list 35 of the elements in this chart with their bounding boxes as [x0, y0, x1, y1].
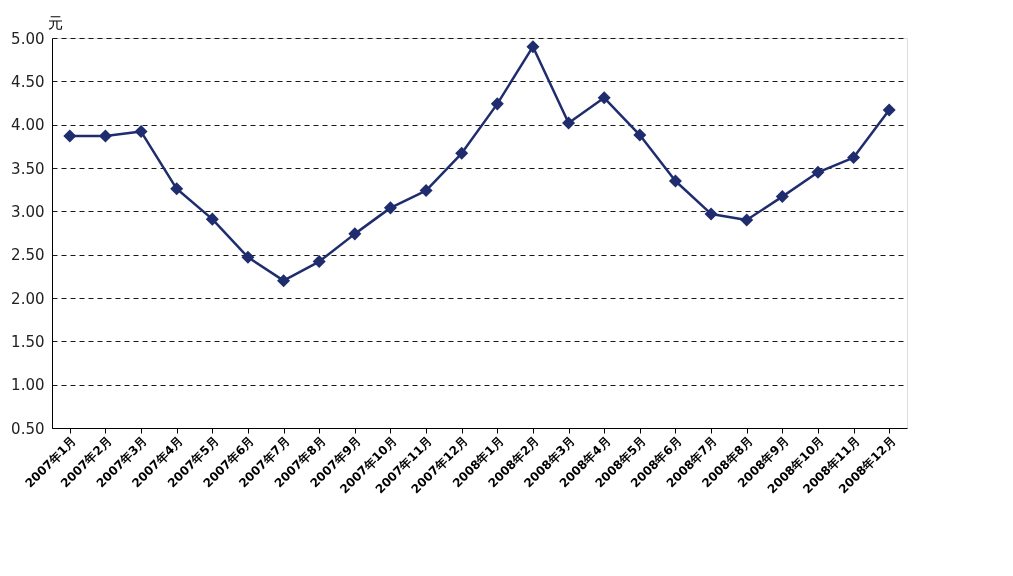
- y-tick-label: 2.00: [11, 289, 45, 308]
- point: [775, 190, 789, 204]
- point: [704, 207, 718, 221]
- point: [241, 250, 255, 264]
- y-tick-label: 3.00: [11, 202, 45, 221]
- point: [170, 182, 184, 196]
- point: [63, 129, 77, 143]
- point: [740, 213, 754, 227]
- point: [277, 274, 291, 288]
- y-tick-label: 1.50: [11, 332, 45, 351]
- y-tick-label: 1.00: [11, 376, 45, 395]
- point: [847, 151, 861, 165]
- point: [312, 255, 326, 269]
- y-tick-label: 3.50: [11, 159, 45, 178]
- point: [811, 165, 825, 179]
- point: [490, 97, 504, 111]
- point: [205, 212, 219, 226]
- point: [526, 40, 540, 54]
- y-tick-label: 0.50: [11, 419, 45, 438]
- y-axis-title: 元: [47, 13, 63, 32]
- point: [633, 128, 647, 142]
- point: [419, 184, 433, 198]
- point: [383, 201, 397, 215]
- y-tick-label: 4.00: [11, 116, 45, 135]
- y-tick-label: 5.00: [11, 29, 45, 48]
- point: [348, 227, 362, 241]
- point: [562, 116, 576, 130]
- point: [668, 174, 682, 188]
- point: [134, 125, 148, 139]
- y-tick-label: 2.50: [11, 246, 45, 265]
- point: [882, 103, 896, 117]
- point: [98, 129, 112, 143]
- point: [597, 91, 611, 105]
- y-tick-label: 4.50: [11, 72, 45, 91]
- point: [455, 146, 469, 160]
